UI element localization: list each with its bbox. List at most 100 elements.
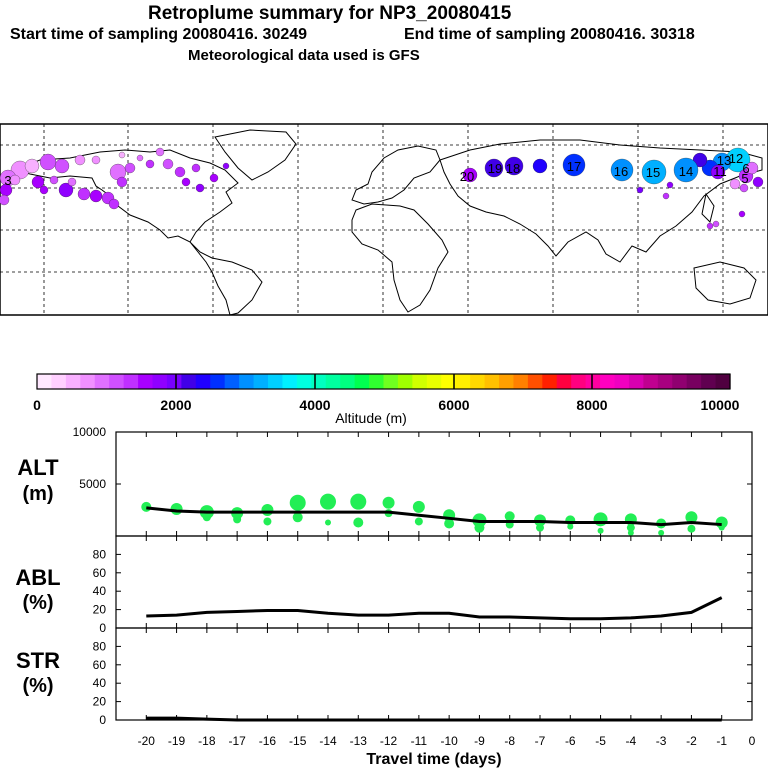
map-day-label: 18: [506, 161, 520, 176]
colorbar-swatch: [268, 374, 284, 389]
colorbar-label-0: 0: [33, 397, 41, 413]
y-tick-label: 5000: [79, 477, 106, 491]
plume-dot: [9, 174, 21, 186]
colorbar-swatch: [109, 374, 125, 389]
series-line: [146, 596, 723, 621]
panel-abl: ABL(%) 0 20 40 60 80: [15, 535, 753, 635]
colorbar-label-10000: 10000: [701, 397, 740, 413]
plume-dot: [222, 162, 230, 170]
colorbar-swatch: [37, 374, 53, 389]
plume-dot: [49, 175, 59, 185]
colorbar-swatch: [686, 374, 702, 389]
x-tick-label: -1: [716, 734, 727, 748]
plume-dot: [108, 198, 120, 210]
map-day-label: 16: [614, 164, 628, 179]
x-tick-label: -20: [138, 734, 156, 748]
series-line: [146, 716, 722, 722]
colorbar-swatch: [239, 374, 255, 389]
x-tick-label: -16: [259, 734, 277, 748]
plume-dot: [710, 164, 726, 180]
altitude-dot: [263, 517, 272, 526]
colorbar-swatch: [542, 374, 558, 389]
world-map: [0, 123, 768, 316]
colorbar-swatch: [397, 374, 413, 389]
altitude-dot: [658, 529, 665, 536]
altitude-colorbar: [36, 373, 731, 390]
colorbar-swatch: [253, 374, 269, 389]
sampling-start-time: Start time of sampling 20080416. 30249: [10, 26, 308, 43]
altitude-dot: [261, 504, 274, 516]
colorbar-swatch: [282, 374, 298, 389]
altitude-mean-line: [146, 506, 722, 527]
plume-dot: [145, 159, 155, 169]
y-tick-label: 0: [99, 621, 106, 635]
colorbar-swatch: [94, 374, 110, 389]
plume-dot: [162, 158, 174, 170]
colorbar-label-8000: 8000: [576, 397, 607, 413]
colorbar-swatch: [412, 374, 428, 389]
plume-dot: [58, 182, 74, 198]
colorbar-labels: 0 2000 4000 6000 8000 10000: [33, 397, 740, 413]
altitude-dot: [687, 524, 696, 533]
plume-dot: [191, 163, 201, 173]
plume-dot: [67, 177, 77, 187]
colorbar-swatch: [628, 374, 644, 389]
plume-dot: [504, 156, 524, 176]
plume-dot: [706, 222, 714, 230]
plume-dot: [666, 181, 674, 189]
altitude-dot: [320, 493, 336, 510]
colorbar-swatch: [123, 374, 139, 389]
colorbar-swatch: [571, 374, 587, 389]
x-tick-label: -5: [595, 734, 606, 748]
x-tick-label: -17: [228, 734, 246, 748]
colorbar-swatch: [369, 374, 385, 389]
plume-dot: [692, 152, 708, 168]
x-tick-label: -6: [565, 734, 576, 748]
x-tick-label: -4: [626, 734, 637, 748]
colorbar-swatch: [224, 374, 240, 389]
plume-dot: [562, 153, 586, 177]
colorbar-swatch: [455, 374, 471, 389]
map-day-label: 20: [460, 169, 474, 184]
map-day-label: 15: [646, 165, 660, 180]
altitude-dot: [474, 522, 485, 533]
map-day-label: 5: [741, 171, 748, 186]
plume-dot: [77, 187, 91, 201]
plot-title: Retroplume summary for NP3_20080415: [148, 3, 512, 24]
plume-dot: [641, 159, 667, 185]
plume-dot: [181, 177, 191, 187]
plume-dot: [0, 194, 10, 206]
altitude-dot: [170, 502, 183, 515]
plume-dot: [729, 178, 741, 190]
altitude-dot: [536, 523, 544, 532]
plume-dot: [636, 186, 644, 194]
plume-dot: [155, 147, 165, 157]
colorbar-swatch: [470, 374, 486, 389]
y-tick-label: 80: [93, 547, 107, 561]
plume-dot: [745, 161, 759, 175]
colorbar-swatch: [181, 374, 197, 389]
altitude-dot: [350, 493, 367, 510]
plume-dot: [39, 153, 57, 171]
colorbar-swatch: [484, 374, 500, 389]
plume-dot: [484, 158, 504, 178]
panel-label: STR: [16, 648, 60, 673]
colorbar-swatch: [296, 374, 312, 389]
plume-dot: [662, 192, 670, 200]
x-tick-label: -12: [380, 734, 398, 748]
altitude-dot: [685, 511, 698, 524]
y-tick-label: 80: [93, 639, 107, 653]
plume-dot: [118, 151, 126, 159]
colorbar-swatch: [340, 374, 356, 389]
x-tick-label: -15: [289, 734, 307, 748]
altitude-dot: [325, 519, 331, 526]
map-day-label: 12: [729, 151, 743, 166]
colorbar-swatch: [210, 374, 226, 389]
colorbar-swatch: [426, 374, 442, 389]
plume-dot: [74, 154, 86, 166]
y-tick-label: 40: [93, 676, 107, 690]
colorbar-swatch: [441, 374, 457, 389]
plume-dot: [462, 167, 478, 183]
altitude-dot: [567, 523, 574, 530]
